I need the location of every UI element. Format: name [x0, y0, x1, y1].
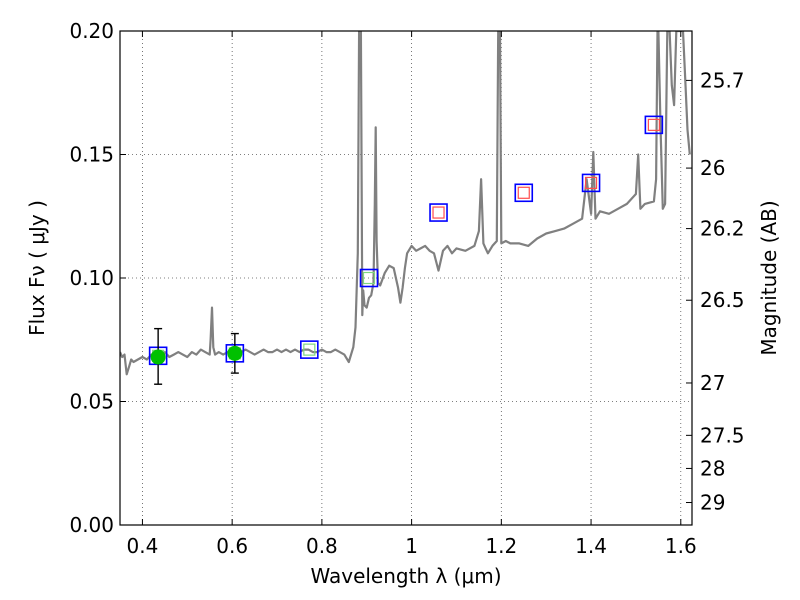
photometry-square	[581, 173, 601, 193]
y-tick-label: 0.20	[69, 19, 114, 43]
photometry-inner-square	[303, 343, 316, 356]
y-tick-label: 0.05	[69, 390, 114, 414]
photometry-point	[359, 268, 379, 288]
y2-tick-label: 26.2	[700, 217, 745, 241]
photometry-point	[644, 115, 664, 135]
photometry-point	[581, 173, 601, 193]
photometry-inner-square	[647, 118, 660, 131]
photometry-square	[359, 268, 379, 288]
y2-tick-label: 28	[700, 456, 725, 480]
photometry-square	[429, 203, 448, 222]
grid-lines	[120, 31, 692, 525]
y2-tick-label: 26.5	[700, 288, 745, 312]
x-tick-label: 0.4	[127, 534, 159, 558]
y-tick-label: 0.00	[69, 513, 114, 537]
plot-frame	[119, 30, 693, 526]
photometry-square	[514, 183, 534, 203]
spectrum-series	[120, 31, 691, 376]
x-tick-label: 0.8	[306, 534, 338, 558]
detection-marker	[150, 349, 166, 365]
axis-ticks	[120, 30, 692, 526]
photometry-inner-square	[584, 176, 598, 190]
y2-tick-label: 29	[700, 491, 725, 515]
x-tick-label: 1.6	[665, 534, 697, 558]
y2-tick-label: 25.7	[700, 68, 745, 92]
tick-labels: 0.4 0.6 0.8 1 1.2 1.4 1.6 0.00 0.05 0.10 0.15 0.20 2…	[69, 19, 744, 558]
photometry-point	[300, 340, 319, 359]
y-tick-label: 0.10	[69, 266, 114, 290]
x-tick-label: 1.2	[485, 534, 517, 558]
y2-tick-label: 26	[700, 156, 725, 180]
photometry-point	[514, 183, 534, 203]
spectrum-line	[120, 31, 691, 376]
y2-axis-title: Magnitude (AB)	[757, 200, 781, 355]
y-tick-label: 0.15	[69, 143, 114, 167]
y-axis-title: Flux Fν ( μJy )	[25, 200, 49, 336]
photometry-series	[148, 115, 664, 385]
photometry-inner-square	[517, 186, 530, 199]
photometry-square	[300, 340, 319, 359]
detection-point	[227, 332, 243, 374]
photometry-inner-square	[432, 206, 445, 219]
y2-tick-label: 27.5	[700, 423, 745, 447]
detection-point	[150, 327, 166, 385]
x-tick-label: 0.6	[216, 534, 248, 558]
detection-marker	[227, 345, 243, 361]
photometry-square	[644, 115, 664, 135]
x-tick-label: 1	[405, 534, 418, 558]
photometry-inner-square	[362, 271, 376, 285]
x-axis-title: Wavelength λ (μm)	[310, 564, 501, 588]
x-tick-label: 1.4	[575, 534, 607, 558]
y2-tick-label: 27	[700, 371, 725, 395]
photometry-point	[429, 203, 448, 222]
